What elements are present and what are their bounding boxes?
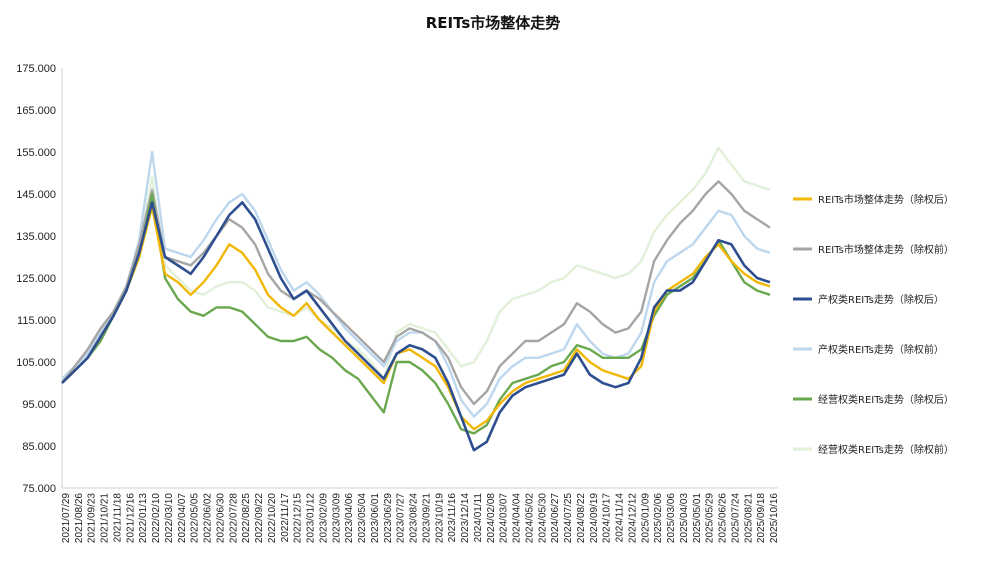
x-tick-label: 2025/10/16: [769, 493, 780, 543]
series-line-operating-adjusted: [61, 192, 771, 435]
x-tick-label: 2023/09/21: [421, 493, 432, 543]
x-tick-label: 2025/05/01: [692, 493, 703, 543]
x-tick-label: 2022/11/17: [280, 493, 291, 543]
x-tick-label: 2022/04/07: [177, 493, 188, 543]
legend-label: 产权类REITs走势（除权后）: [818, 293, 944, 306]
x-tick-label: 2025/01/09: [640, 493, 651, 543]
x-tick-label: 2022/10/20: [267, 493, 278, 543]
x-tick-label: 2024/05/02: [524, 493, 535, 543]
series-line-property-adjusted: [61, 201, 771, 452]
x-tick-label: 2023/01/12: [306, 493, 317, 543]
x-tick-label: 2023/06/01: [370, 493, 381, 543]
x-tick-label: 2024/11/14: [615, 493, 626, 543]
x-tick-label: 2023/03/09: [331, 493, 342, 543]
x-tick-label: 2021/10/21: [100, 493, 111, 543]
x-tick-label: 2024/10/17: [602, 493, 613, 543]
x-tick-label: 2022/06/02: [203, 493, 214, 543]
x-tick-label: 2023/07/27: [396, 493, 407, 543]
x-tick-label: 2024/04/04: [512, 493, 523, 543]
x-tick-label: 2022/03/10: [164, 493, 175, 543]
x-tick-label: 2022/05/05: [190, 493, 201, 543]
x-tick-label: 2023/11/16: [447, 493, 458, 543]
x-tick-label: 2025/02/06: [653, 493, 664, 543]
series-line-property-unadjusted: [61, 150, 771, 418]
x-tick-label: 2024/12/12: [627, 493, 638, 543]
x-tick-label: 2025/07/24: [730, 493, 741, 543]
y-tick-label: 105.000: [16, 357, 56, 369]
x-tick-label: 2022/02/10: [151, 493, 162, 543]
legend-label: REITs市场整体走势（除权后）: [818, 193, 954, 206]
x-tick-label: 2021/09/23: [87, 493, 98, 543]
x-tick-label: 2024/01/11: [473, 493, 484, 543]
x-tick-label: 2022/08/25: [241, 493, 252, 543]
legend-label: 经营权类REITs走势（除权前）: [818, 443, 954, 456]
x-tick-label: 2022/12/15: [293, 493, 304, 543]
y-tick-label: 95.000: [22, 399, 56, 411]
x-tick-labels: 2021/07/29 2021/08/26 2021/09/23 2021/10/21…: [61, 493, 780, 543]
y-tick-label: 75.000: [22, 483, 56, 495]
y-tick-label: 155.000: [16, 147, 56, 159]
y-tick-labels: 75.000 85.000 95.000 105.000 115.000 125.000 1…: [16, 63, 56, 495]
y-tick-label: 165.000: [16, 105, 56, 117]
x-tick-label: 2022/09/22: [254, 493, 265, 543]
x-tick-label: 2021/12/16: [125, 493, 136, 543]
x-tick-label: 2022/01/13: [138, 493, 149, 543]
legend-label: 经营权类REITs走势（除权后）: [818, 393, 954, 406]
legend-label: 产权类REITs走势（除权前）: [818, 343, 944, 356]
x-tick-label: 2025/05/29: [705, 493, 716, 543]
y-tick-label: 145.000: [16, 189, 56, 201]
x-tick-label: 2023/06/29: [383, 493, 394, 543]
x-tick-label: 2024/09/19: [589, 493, 600, 543]
x-tick-label: 2024/03/07: [499, 493, 510, 543]
y-tick-label: 175.000: [16, 63, 56, 75]
x-tick-label: 2024/08/22: [576, 493, 587, 543]
x-tick-label: 2025/03/06: [666, 493, 677, 543]
x-tick-label: 2022/07/28: [228, 493, 239, 543]
x-tick-label: 2024/06/27: [550, 493, 561, 543]
x-tick-label: 2025/08/21: [743, 493, 754, 543]
x-tick-label: 2023/04/06: [344, 493, 355, 543]
y-tick-label: 115.000: [17, 315, 56, 327]
x-tick-label: 2023/05/04: [357, 493, 368, 543]
x-tick-label: 2023/08/24: [409, 493, 420, 543]
x-tick-label: 2022/06/30: [215, 493, 226, 543]
series-line-overall-adjusted: [61, 205, 771, 431]
x-tick-label: 2023/02/09: [318, 493, 329, 543]
x-tick-label: 2024/07/25: [563, 493, 574, 543]
x-tick-label: 2025/06/26: [718, 493, 729, 543]
x-tick-label: 2021/08/26: [74, 493, 85, 543]
y-tick-label: 125.000: [16, 273, 56, 285]
x-tick-label: 2021/11/18: [112, 493, 123, 543]
legend: REITs市场整体走势（除权后） REITs市场整体走势（除权前） 产权类REITs…: [793, 193, 954, 456]
y-tick-label: 85.000: [22, 441, 56, 453]
chart-title: REITs市场整体走势: [426, 14, 561, 32]
x-tick-label: 2021/07/29: [61, 493, 72, 543]
series-line-operating-unadjusted: [61, 146, 771, 380]
legend-label: REITs市场整体走势（除权前）: [818, 243, 954, 256]
x-tick-label: 2024/05/30: [537, 493, 548, 543]
series-lines: [61, 146, 771, 452]
x-tick-label: 2023/10/19: [434, 493, 445, 543]
x-tick-label: 2023/12/14: [460, 493, 471, 543]
y-tick-label: 135.000: [16, 231, 56, 243]
x-tick-label: 2025/09/18: [756, 493, 767, 543]
series-line-overall-unadjusted: [61, 180, 771, 406]
x-tick-label: 2025/04/03: [679, 493, 690, 543]
x-tick-label: 2024/02/08: [486, 493, 497, 543]
